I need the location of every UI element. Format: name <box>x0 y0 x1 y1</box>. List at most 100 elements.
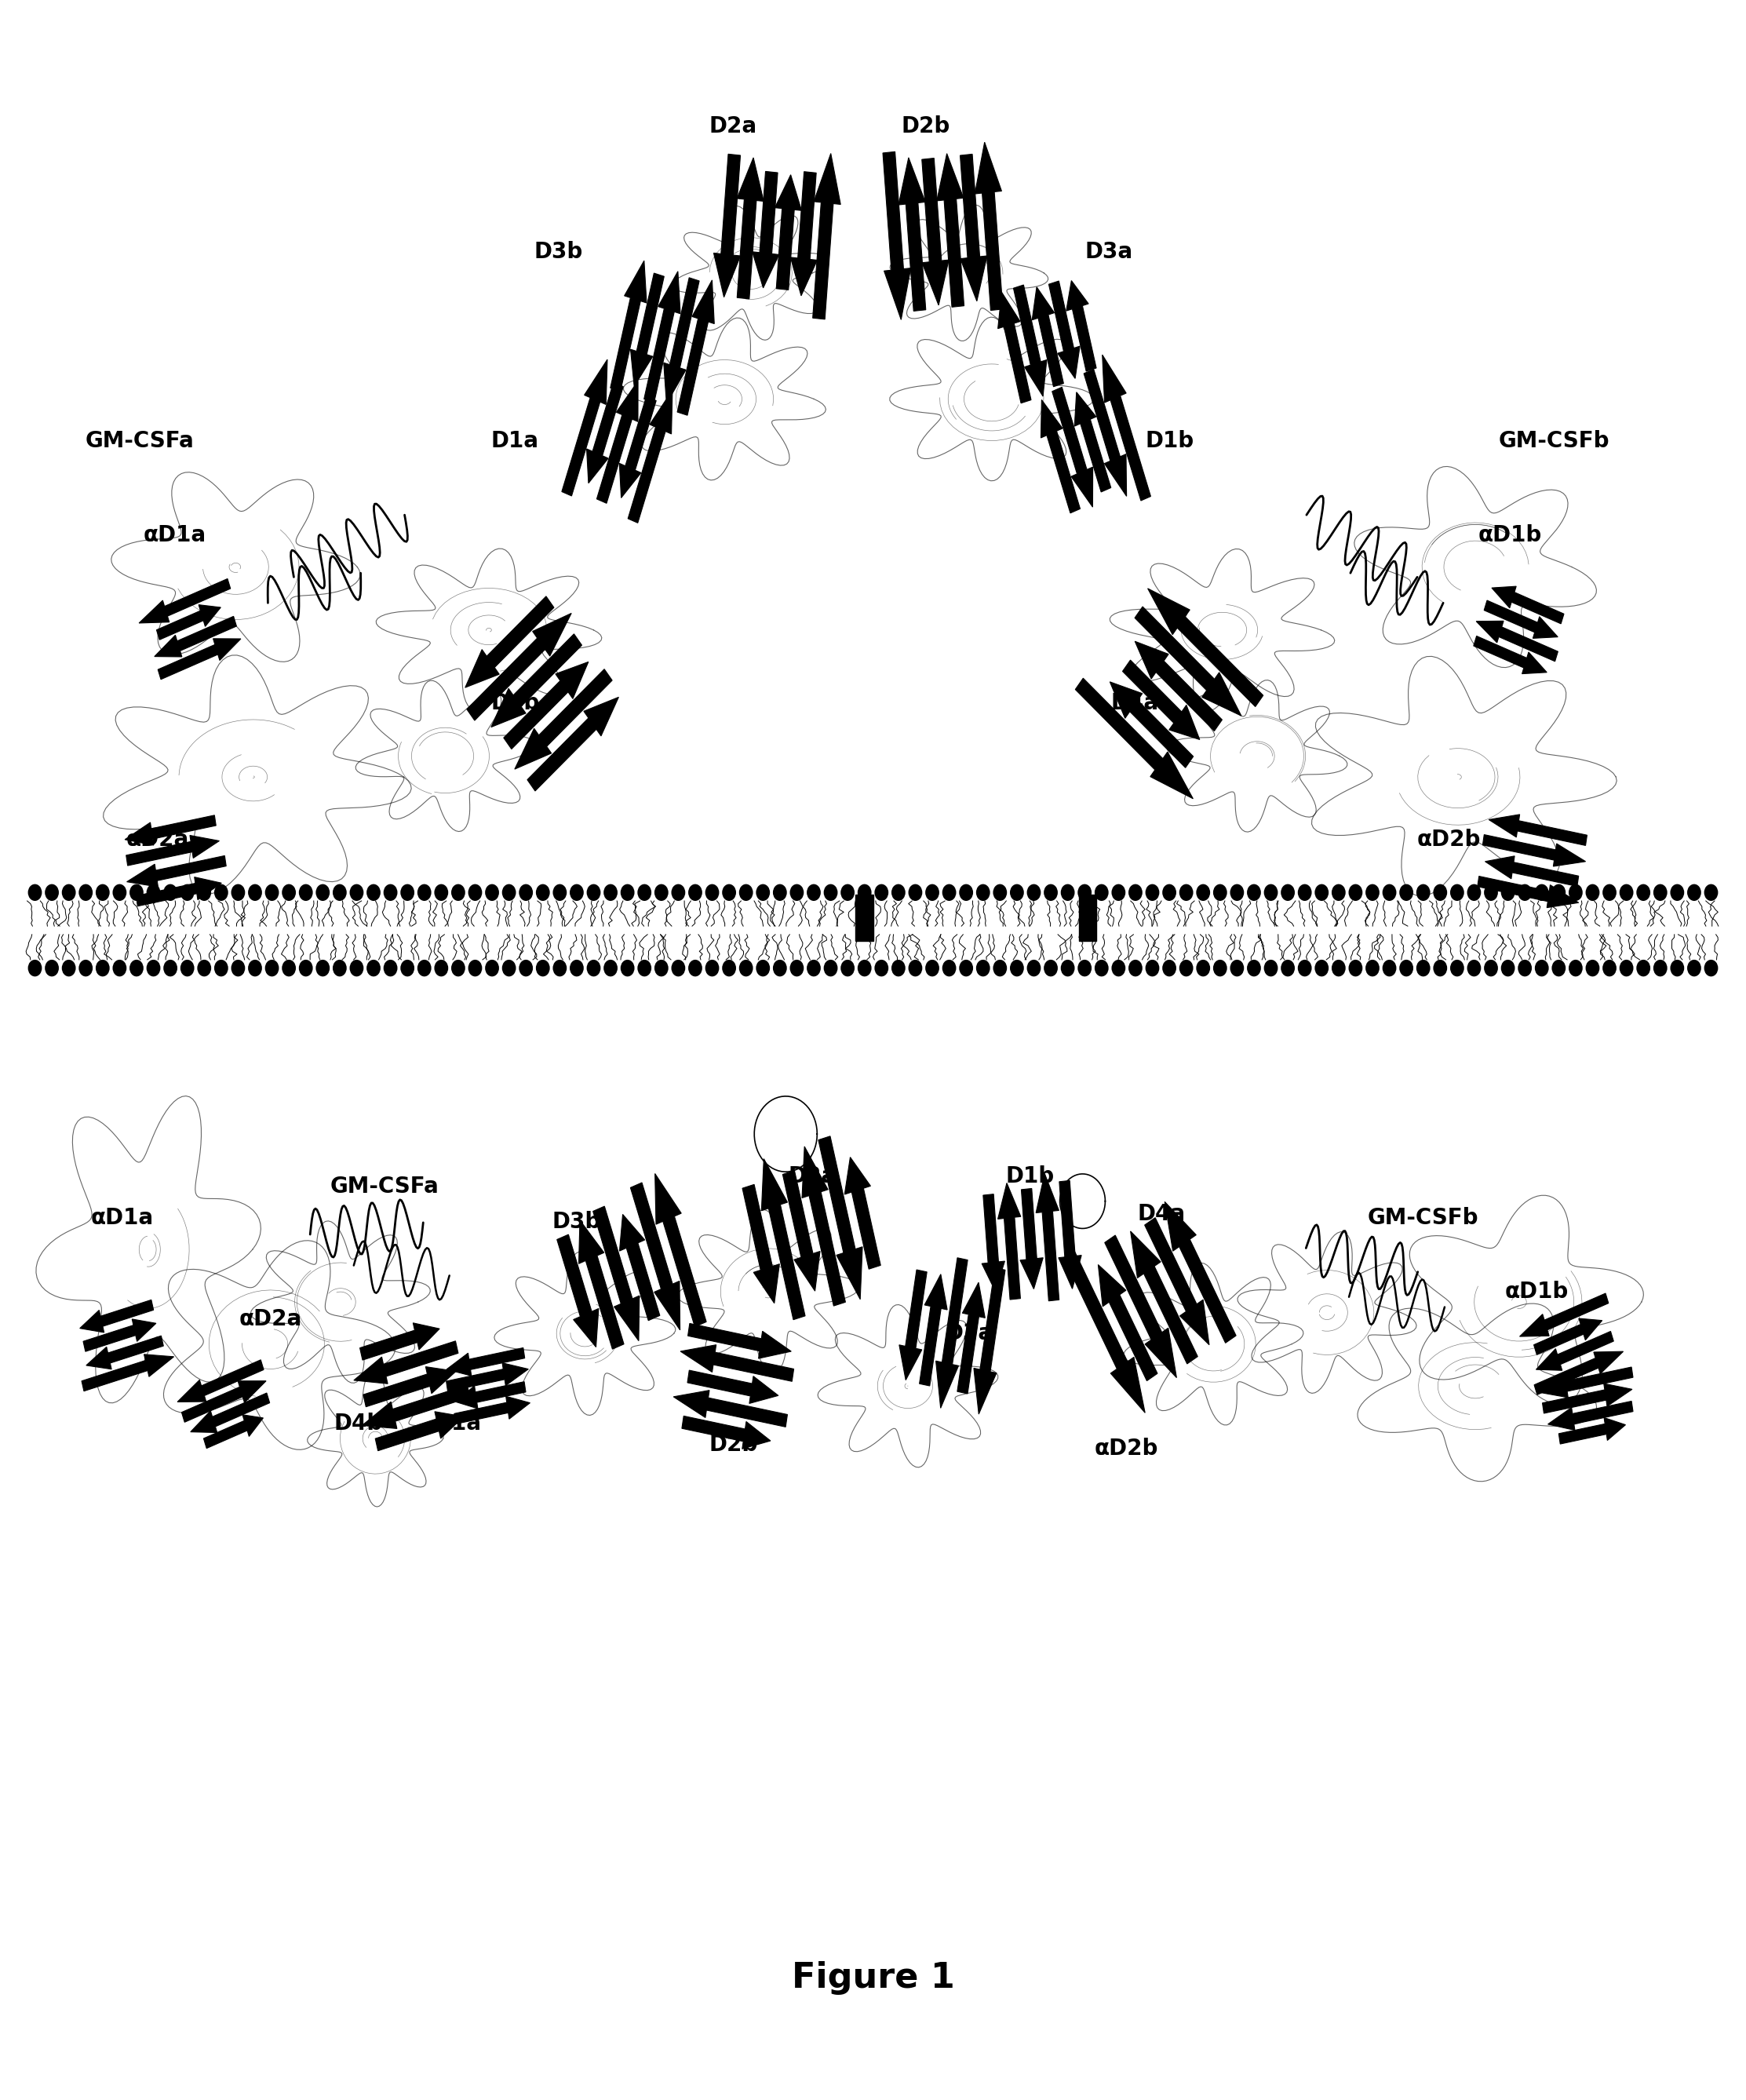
FancyArrow shape <box>597 380 637 504</box>
Circle shape <box>417 884 431 901</box>
Circle shape <box>1451 884 1465 901</box>
Circle shape <box>1095 884 1109 901</box>
Circle shape <box>180 960 194 977</box>
FancyArrow shape <box>974 1268 1006 1413</box>
Circle shape <box>756 960 770 977</box>
Circle shape <box>655 960 669 977</box>
FancyArrow shape <box>688 1323 791 1359</box>
Circle shape <box>503 884 517 901</box>
Circle shape <box>1535 884 1549 901</box>
Circle shape <box>1027 960 1041 977</box>
FancyArrow shape <box>182 1382 265 1422</box>
Circle shape <box>892 884 906 901</box>
FancyArrow shape <box>663 277 698 403</box>
Circle shape <box>299 884 313 901</box>
Circle shape <box>79 884 93 901</box>
Circle shape <box>1229 960 1243 977</box>
FancyArrow shape <box>677 279 714 416</box>
FancyArrow shape <box>466 613 571 720</box>
Text: αD2a: αD2a <box>239 1308 302 1329</box>
Text: GM-CSFb: GM-CSFb <box>1498 430 1610 451</box>
Circle shape <box>1502 884 1516 901</box>
FancyArrow shape <box>1549 1401 1633 1430</box>
Text: D4a: D4a <box>1110 693 1159 714</box>
Circle shape <box>553 960 567 977</box>
FancyArrow shape <box>620 1214 660 1321</box>
Circle shape <box>1009 960 1023 977</box>
FancyArrow shape <box>782 1170 821 1292</box>
Circle shape <box>723 960 737 977</box>
FancyArrow shape <box>1533 1319 1603 1354</box>
Text: αD1a: αD1a <box>91 1208 154 1228</box>
FancyArrow shape <box>922 158 948 304</box>
Circle shape <box>553 884 567 901</box>
FancyArrow shape <box>1535 1352 1624 1394</box>
Circle shape <box>1348 884 1362 901</box>
Circle shape <box>1213 884 1227 901</box>
FancyArrow shape <box>515 670 613 769</box>
Text: D2a: D2a <box>787 1166 836 1186</box>
FancyArrow shape <box>454 1397 531 1424</box>
FancyArrow shape <box>1484 601 1557 638</box>
Circle shape <box>180 884 194 901</box>
FancyArrow shape <box>681 1344 794 1382</box>
FancyArrow shape <box>938 153 964 307</box>
FancyArrow shape <box>361 1386 470 1428</box>
Circle shape <box>417 960 431 977</box>
Circle shape <box>1433 960 1447 977</box>
Circle shape <box>1332 960 1346 977</box>
Circle shape <box>1687 884 1701 901</box>
FancyArrow shape <box>753 172 779 288</box>
Circle shape <box>688 960 702 977</box>
FancyArrow shape <box>742 1184 779 1304</box>
FancyArrow shape <box>1559 1418 1626 1445</box>
Circle shape <box>485 960 499 977</box>
FancyArrow shape <box>1035 1174 1060 1300</box>
Circle shape <box>1671 960 1685 977</box>
Circle shape <box>230 960 244 977</box>
Circle shape <box>503 960 517 977</box>
Circle shape <box>857 960 871 977</box>
Circle shape <box>400 960 414 977</box>
Circle shape <box>435 960 449 977</box>
Text: αD2b: αD2b <box>1095 1439 1158 1460</box>
Text: D1b: D1b <box>1006 1166 1055 1186</box>
FancyArrow shape <box>1491 586 1564 624</box>
FancyArrow shape <box>1474 636 1547 674</box>
Circle shape <box>1282 884 1296 901</box>
FancyArrow shape <box>126 836 220 865</box>
Circle shape <box>248 960 262 977</box>
Circle shape <box>1163 884 1177 901</box>
FancyArrow shape <box>594 1205 639 1342</box>
Circle shape <box>1027 884 1041 901</box>
Circle shape <box>943 884 957 901</box>
FancyArrow shape <box>1076 678 1193 798</box>
Circle shape <box>1585 884 1599 901</box>
FancyArrow shape <box>630 1182 679 1329</box>
Text: αD1b: αD1b <box>1505 1281 1568 1302</box>
FancyArrow shape <box>1135 607 1241 716</box>
FancyArrow shape <box>447 1348 526 1376</box>
FancyArrow shape <box>974 143 1002 311</box>
FancyArrow shape <box>204 1415 264 1449</box>
Circle shape <box>1535 960 1549 977</box>
FancyArrow shape <box>630 273 663 386</box>
Text: D1a: D1a <box>491 430 540 451</box>
Circle shape <box>1585 960 1599 977</box>
FancyArrow shape <box>562 359 608 496</box>
Circle shape <box>45 884 59 901</box>
Text: αD1b: αD1b <box>1479 525 1542 546</box>
Circle shape <box>587 884 601 901</box>
Circle shape <box>1112 884 1126 901</box>
Circle shape <box>61 884 75 901</box>
Circle shape <box>147 960 161 977</box>
Circle shape <box>670 960 684 977</box>
FancyArrow shape <box>178 1361 264 1403</box>
FancyArrow shape <box>140 580 230 624</box>
Circle shape <box>739 884 753 901</box>
Circle shape <box>215 960 229 977</box>
FancyArrow shape <box>527 697 618 792</box>
Circle shape <box>1484 884 1498 901</box>
Circle shape <box>519 884 533 901</box>
FancyArrow shape <box>1135 640 1222 731</box>
